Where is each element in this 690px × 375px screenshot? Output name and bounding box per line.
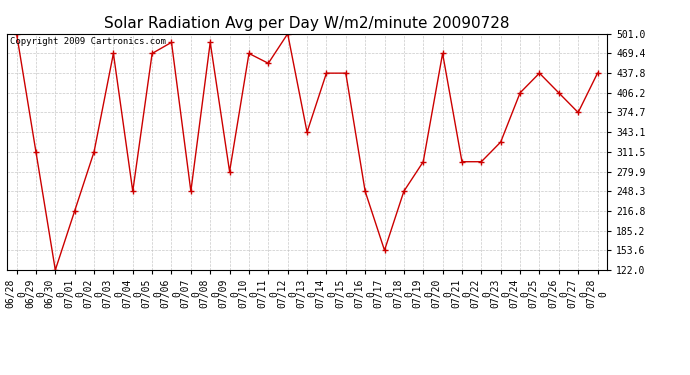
Text: Copyright 2009 Cartronics.com: Copyright 2009 Cartronics.com bbox=[10, 37, 166, 46]
Title: Solar Radiation Avg per Day W/m2/minute 20090728: Solar Radiation Avg per Day W/m2/minute … bbox=[104, 16, 510, 31]
